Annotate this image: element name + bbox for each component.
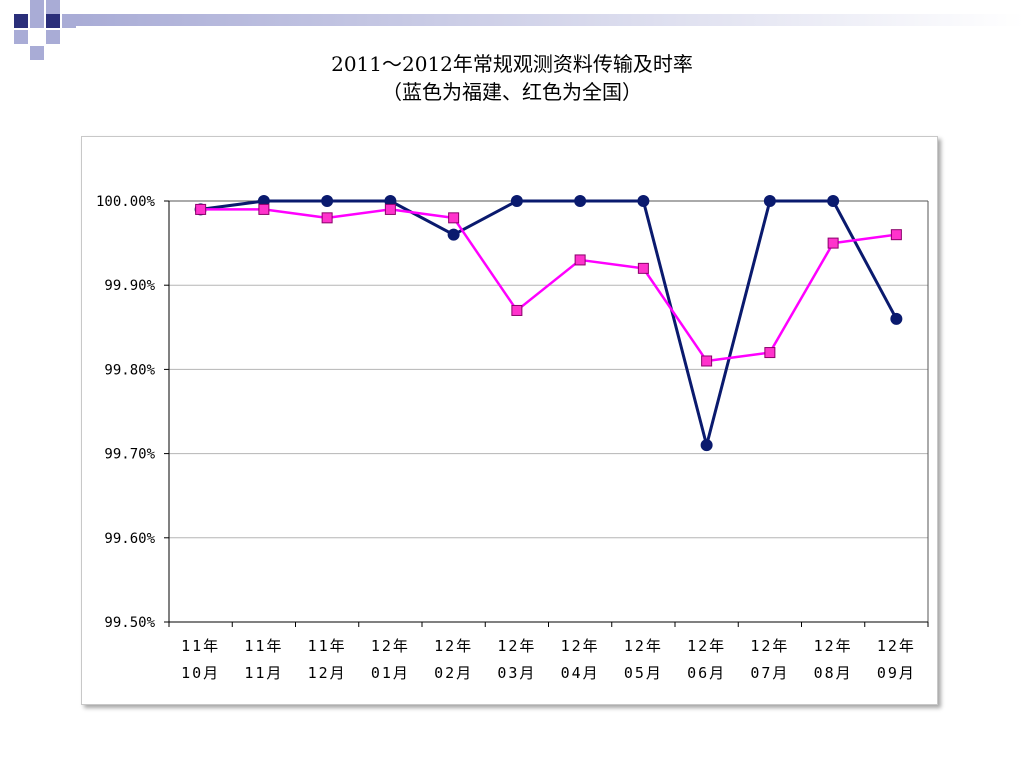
- slide-title: 2011～2012年常规观测资料传输及时率 （蓝色为福建、红色为全国）: [0, 50, 1024, 106]
- x-tick-label: 09月: [877, 664, 916, 682]
- x-tick-label: 11年: [244, 637, 283, 655]
- series-line: [200, 199, 898, 447]
- line-chart: 100.00% 99.90% 99.80% 99.70% 99.60% 99.50% 11年…: [96, 194, 929, 682]
- decoration-square: [14, 14, 28, 28]
- series-line: [200, 208, 897, 363]
- data-point-circle: [321, 195, 334, 207]
- x-tick-label: 05月: [624, 664, 663, 682]
- chart-area: 100.00% 99.90% 99.80% 99.70% 99.60% 99.50% 11年…: [81, 136, 938, 705]
- data-point-circle: [700, 439, 713, 452]
- x-tick-label: 12年: [814, 637, 853, 655]
- title-line-2: （蓝色为福建、红色为全国）: [382, 80, 642, 104]
- x-tick-label: 12年: [371, 637, 410, 655]
- decoration-square: [46, 14, 60, 28]
- x-tick-label: 12年: [434, 637, 473, 655]
- data-point-square: [321, 212, 333, 224]
- data-point-square: [384, 203, 396, 215]
- x-tick-label: 12年: [877, 637, 916, 655]
- corner-decoration: [14, 0, 1024, 60]
- x-tick-label: 08月: [814, 664, 853, 682]
- y-tick-label: 100.00%: [96, 194, 156, 210]
- data-point-square: [764, 347, 776, 359]
- x-tick-label: 11年: [308, 637, 347, 655]
- decoration-square: [46, 30, 60, 44]
- data-point-square: [574, 254, 586, 266]
- x-tick-label: 12年: [497, 637, 536, 655]
- data-point-square: [448, 212, 460, 224]
- x-tick-label: 02月: [434, 664, 473, 682]
- y-tick-label: 99.70%: [104, 447, 155, 463]
- data-point-square: [827, 237, 839, 249]
- data-point-circle: [637, 195, 650, 207]
- y-tick-label: 99.50%: [104, 615, 155, 631]
- x-tick-label: 12月: [308, 664, 347, 682]
- decoration-square: [14, 30, 28, 44]
- decoration-bar: [76, 14, 1024, 26]
- decoration-square: [62, 14, 76, 28]
- data-point-circle: [574, 195, 587, 207]
- y-tick-label: 99.60%: [104, 531, 155, 547]
- x-tick-label: 06月: [687, 664, 726, 682]
- data-point-circle: [763, 195, 776, 207]
- x-tick-label: 07月: [750, 664, 789, 682]
- x-tick-label: 03月: [497, 664, 536, 682]
- x-tick-label: 12年: [750, 637, 789, 655]
- x-tick-label: 11月: [244, 664, 283, 682]
- x-tick-label: 12年: [561, 637, 600, 655]
- x-tick-label: 12年: [624, 637, 663, 655]
- y-tick-label: 99.80%: [104, 362, 155, 378]
- data-point-square: [258, 203, 270, 215]
- data-point-square: [195, 203, 207, 215]
- x-tick-label: 10月: [181, 664, 220, 682]
- data-point-square: [890, 229, 902, 241]
- data-point-circle: [510, 195, 523, 207]
- title-line-1: 2011～2012年常规观测资料传输及时率: [331, 52, 693, 76]
- decoration-square: [30, 46, 44, 60]
- x-tick-label: 12年: [687, 637, 726, 655]
- x-tick-label: 11年: [181, 637, 220, 655]
- decoration-square: [30, 0, 44, 14]
- x-tick-label: 01月: [371, 664, 410, 682]
- data-point-square: [637, 262, 649, 274]
- y-tick-label: 99.90%: [104, 278, 155, 294]
- data-point-square: [701, 355, 713, 367]
- data-point-circle: [890, 312, 903, 325]
- data-point-square: [511, 304, 523, 316]
- x-tick-label: 04月: [561, 664, 600, 682]
- decoration-square: [46, 0, 60, 14]
- decoration-square: [30, 14, 44, 28]
- data-point-circle: [447, 228, 460, 241]
- data-point-circle: [827, 195, 840, 207]
